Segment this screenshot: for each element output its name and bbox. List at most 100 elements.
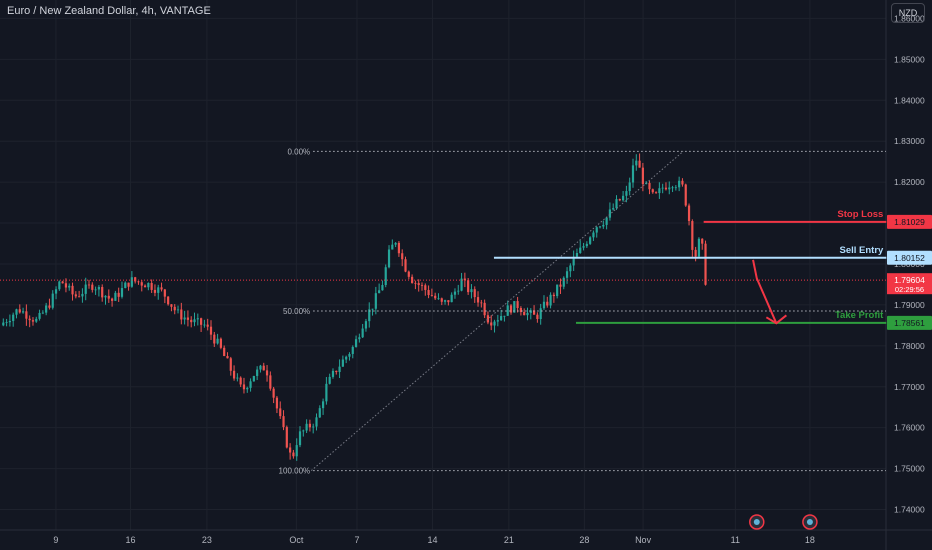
fib-level-label: 0.00% — [287, 147, 310, 156]
fib-trend-line — [310, 151, 684, 472]
candle-body — [500, 316, 503, 321]
candle-body — [61, 281, 64, 284]
candle-body — [12, 314, 15, 321]
candle-body — [579, 247, 582, 254]
y-tick-label: 1.86000 — [894, 13, 925, 23]
candle-body — [265, 370, 269, 376]
candle-body — [661, 187, 664, 189]
candle-body — [615, 199, 618, 209]
candle-body — [490, 322, 493, 326]
candle-body — [565, 271, 569, 278]
candle-body — [81, 293, 84, 297]
candle-body — [651, 189, 654, 193]
candle-body — [275, 397, 279, 409]
candle-body — [664, 187, 668, 190]
economic-event-icon[interactable] — [749, 514, 765, 530]
candle-body — [628, 182, 631, 192]
candle-body — [473, 289, 476, 298]
candle-body — [569, 265, 572, 272]
candle-body — [289, 447, 292, 453]
candle-body — [58, 281, 61, 290]
candle-body — [420, 285, 424, 286]
candle-body — [110, 298, 114, 301]
candle-body — [91, 284, 94, 290]
candle-body — [467, 280, 470, 293]
projection-arrow-line — [752, 259, 778, 324]
candle-body — [21, 311, 25, 313]
candle-body — [107, 295, 110, 299]
candle-body — [223, 347, 226, 357]
price-tag-label: 1.80152 — [894, 253, 925, 263]
candle-body — [384, 267, 387, 286]
candle-body — [226, 356, 229, 359]
candle-body — [173, 306, 176, 311]
price-tag — [887, 214, 932, 229]
candle-body — [279, 408, 282, 417]
candle-body — [684, 184, 687, 206]
candle-body — [602, 224, 605, 227]
candle-body — [463, 278, 466, 281]
candle-body — [298, 431, 302, 446]
candle-body — [209, 326, 213, 335]
y-tick-label: 1.84000 — [894, 95, 925, 105]
x-tick-label: 7 — [354, 535, 359, 545]
candle-body — [542, 301, 546, 309]
candle-body — [572, 256, 575, 266]
candle-body — [302, 430, 305, 432]
candle-body — [318, 408, 321, 418]
x-tick-label: 28 — [579, 535, 589, 545]
candle-body — [391, 244, 394, 250]
candle-body — [8, 320, 11, 323]
candle-body — [87, 284, 91, 286]
candle-body — [546, 301, 549, 306]
candle-body — [338, 366, 341, 373]
candle-body — [308, 423, 312, 428]
candle-body — [335, 370, 338, 373]
candle-body — [232, 370, 236, 379]
candle-body — [414, 282, 417, 284]
candle-body — [140, 282, 143, 286]
candle-body — [163, 289, 166, 297]
candle-body — [134, 277, 137, 282]
candle-body — [374, 293, 377, 309]
event-icon-dot — [806, 519, 813, 525]
economic-event-icon[interactable] — [802, 514, 818, 530]
candle-body — [262, 365, 265, 371]
x-tick-label: 9 — [53, 535, 58, 545]
candle-body — [509, 305, 513, 313]
candle-body — [358, 337, 361, 340]
candle-body — [94, 289, 97, 291]
current-price-tag — [887, 273, 932, 295]
y-tick-label: 1.76000 — [894, 423, 925, 433]
candle-body — [516, 301, 519, 309]
candle-body — [671, 187, 674, 189]
candle-body — [282, 416, 285, 428]
y-tick-label: 1.78000 — [894, 341, 925, 351]
candle-body — [341, 359, 344, 367]
candle-body — [239, 377, 242, 385]
candle-body — [523, 311, 526, 316]
candle-body — [678, 180, 681, 188]
bar-countdown-timer: 02:29:56 — [895, 285, 924, 294]
candle-body — [216, 338, 219, 344]
candle-body — [5, 322, 8, 323]
candle-body — [371, 308, 374, 310]
candle-body — [38, 312, 41, 319]
candle-body — [556, 284, 559, 297]
candle-body — [401, 253, 404, 260]
candle-body — [575, 253, 579, 257]
candle-body — [183, 317, 186, 320]
candle-body — [486, 315, 490, 323]
candle-body — [381, 285, 384, 291]
candle-body — [480, 302, 483, 304]
candle-body — [292, 452, 295, 457]
candle-body — [196, 318, 199, 320]
candle-body — [114, 292, 117, 301]
candle-body — [674, 187, 677, 189]
candle-body — [68, 285, 71, 288]
candle-body — [407, 271, 410, 277]
candle-body — [618, 199, 621, 201]
candle-body — [348, 353, 351, 357]
currency-button[interactable]: NZD — [891, 3, 925, 23]
